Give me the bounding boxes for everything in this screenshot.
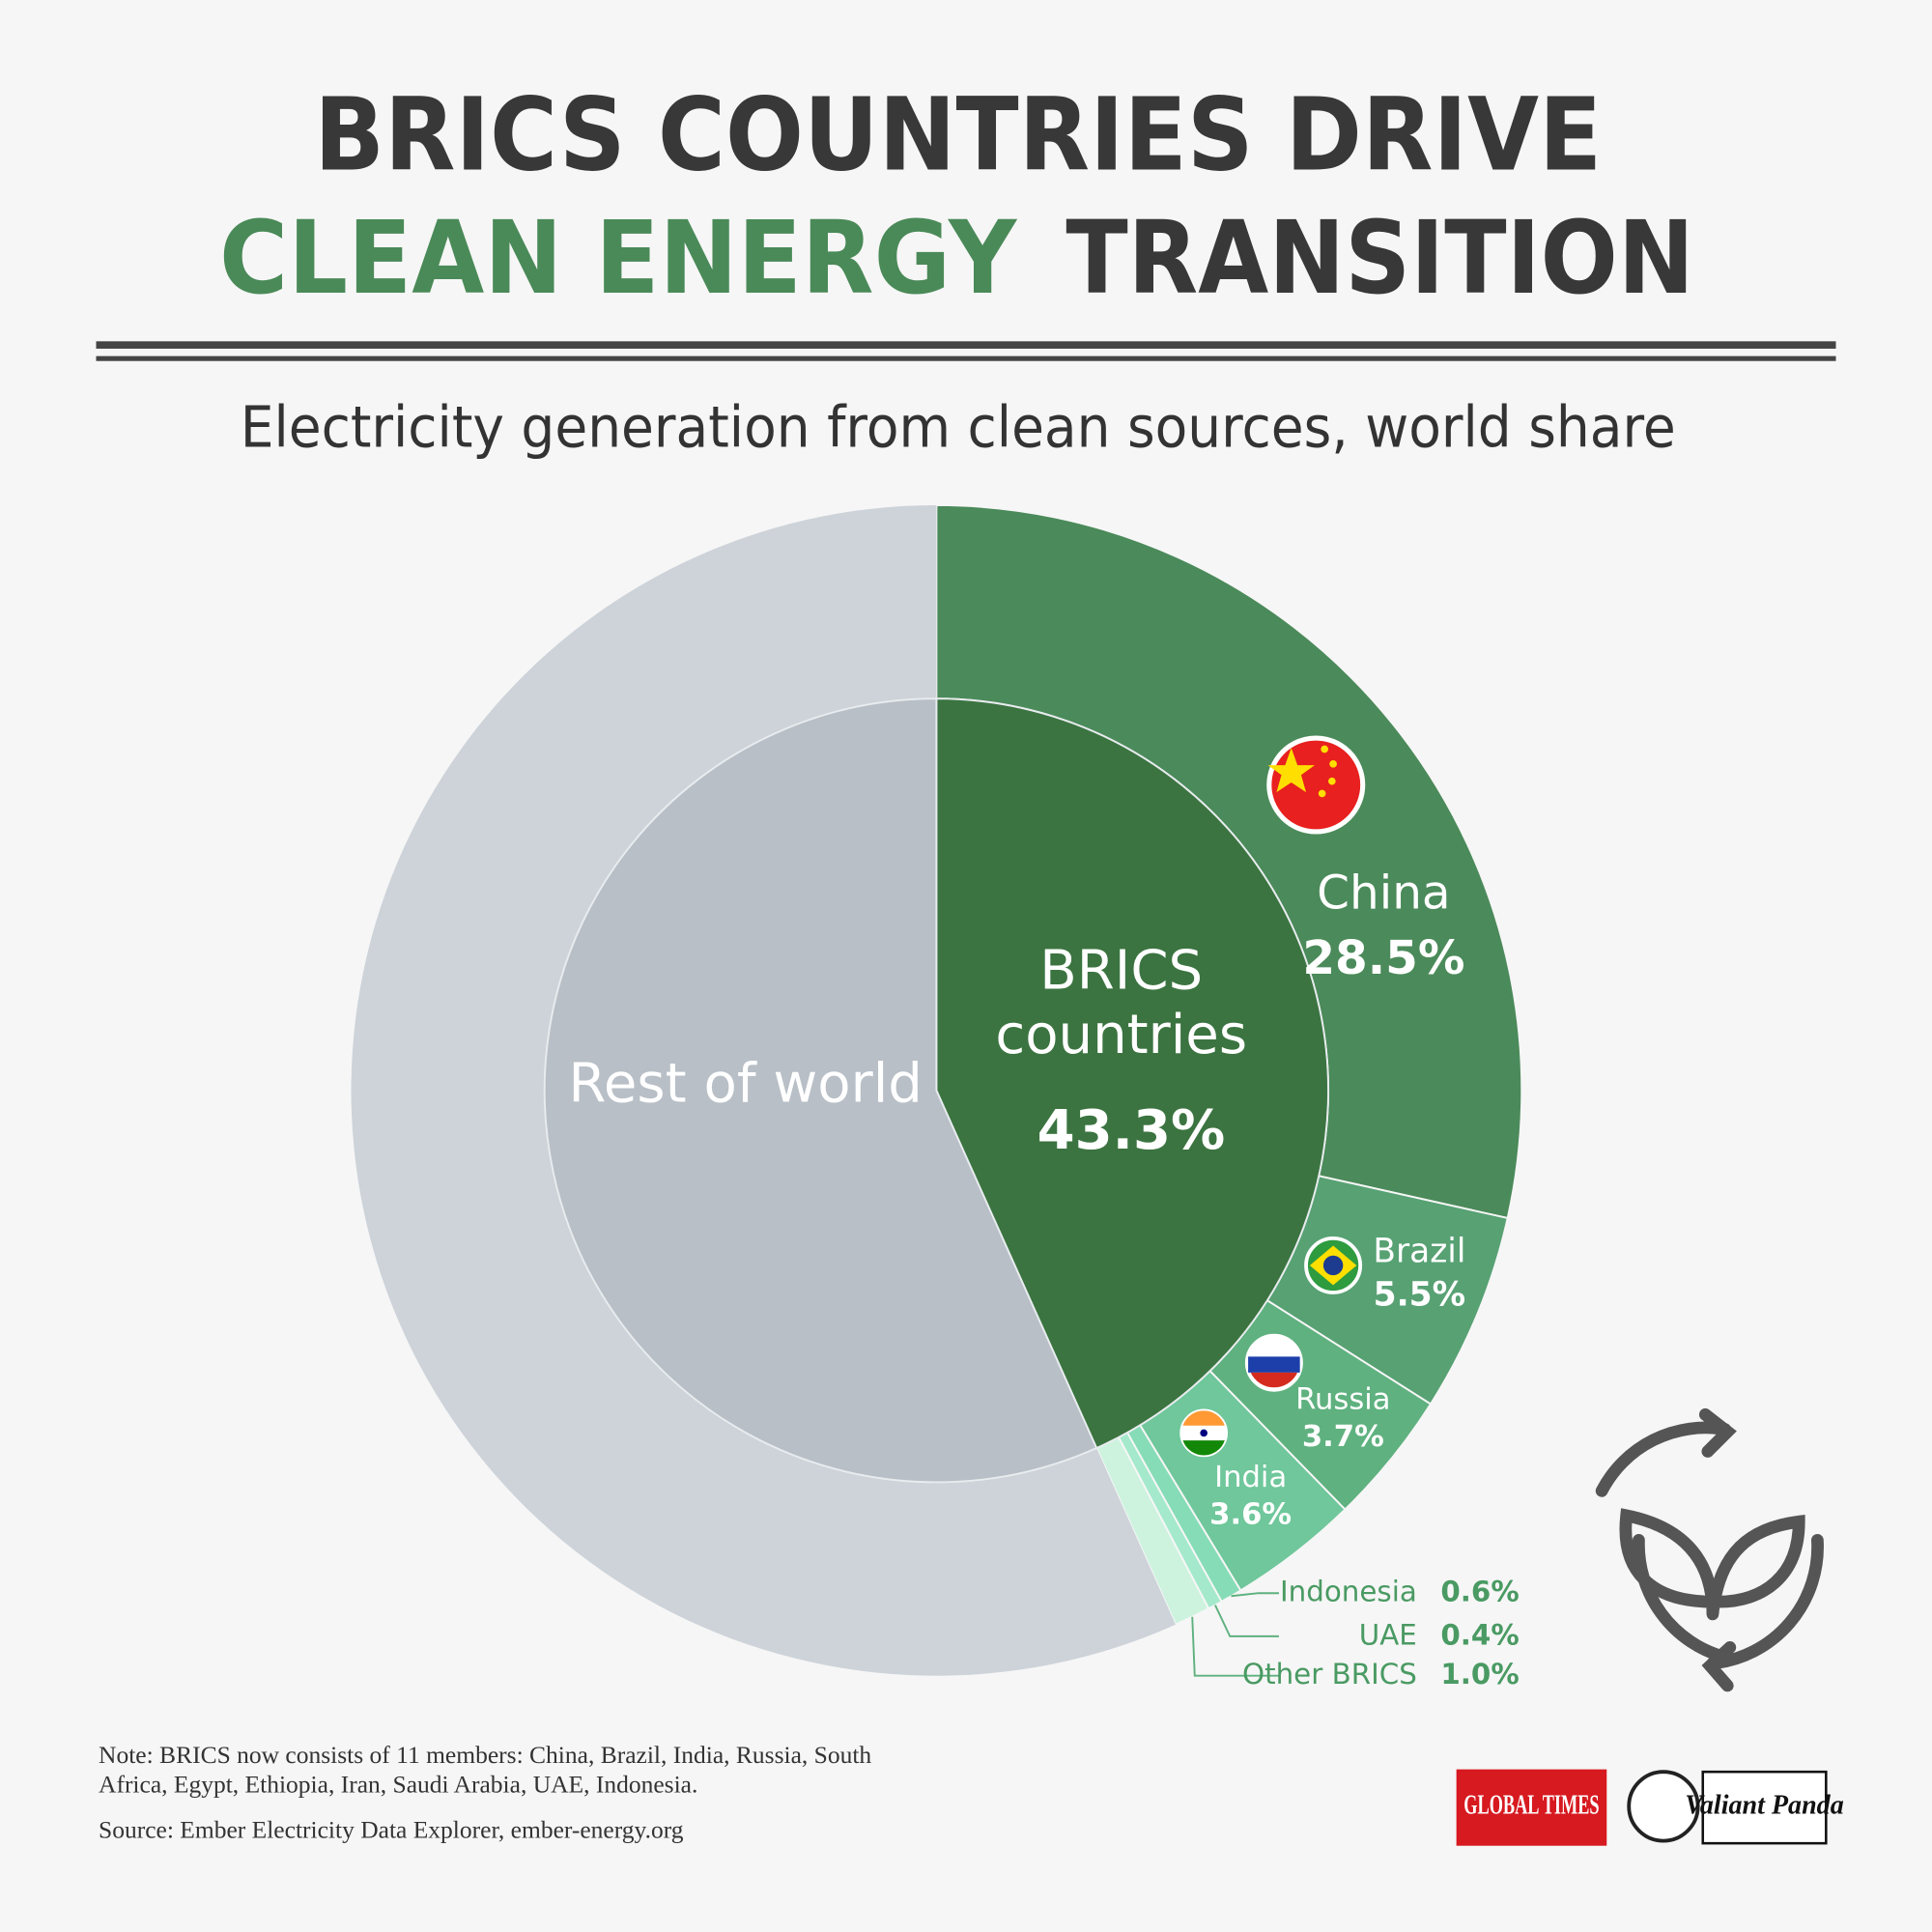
rule [96,355,1836,361]
slice-value: 3.7% [1302,1420,1384,1454]
slice-label: Russia [1295,1383,1390,1417]
slice-label: Brazil [1373,1233,1465,1271]
slice-value: 5.5% [1374,1275,1465,1314]
inner-value: 43.3% [1037,1099,1226,1162]
leader-line [1214,1605,1279,1637]
slice-label: India [1214,1461,1287,1494]
slice-label: Other BRICS [1242,1658,1417,1690]
title-highlight: CLEAN ENERGY [219,199,1017,317]
rule [96,341,1836,349]
slice-label: UAE [1359,1618,1417,1651]
leader-line [1231,1592,1279,1598]
inner-slice [935,697,1329,1450]
inner-label: Rest of world [568,1053,922,1116]
slice-value: 1.0% [1440,1658,1519,1690]
panda-icon [1627,1770,1700,1843]
logo: GLOBAL TIMES [1463,1791,1599,1821]
title: TRANSITION [1065,199,1694,317]
outer-slice [351,504,1176,1676]
subtitle: Electricity generation from clean source… [241,395,1676,461]
logo-box [1456,1769,1607,1846]
slice-value: 28.5% [1302,931,1464,985]
leader-line [1191,1616,1279,1677]
donut: BRICS countries 43.3% Rest of world China 28.… [351,504,1523,1690]
inner-slice [543,697,1098,1484]
slice-value: 0.4% [1440,1618,1519,1651]
slice-value: 3.6% [1209,1497,1292,1531]
inner-label: BRICS countries [995,939,1247,1065]
source: Source: Ember Electricity Data Explorer,… [99,1816,684,1844]
slice-value: 0.6% [1440,1576,1519,1608]
title: BRICS COUNTRIES DRIVE [314,75,1602,193]
logo-box [1701,1770,1828,1845]
slice-label: China [1317,866,1450,920]
flags [1179,735,1366,1458]
logo: Valiant Panda [1685,1791,1843,1821]
slice-label: Indonesia [1280,1576,1417,1608]
note: Note: BRICS now consists of 11 members: … [99,1741,871,1799]
recycle-icon [1595,1407,1824,1692]
